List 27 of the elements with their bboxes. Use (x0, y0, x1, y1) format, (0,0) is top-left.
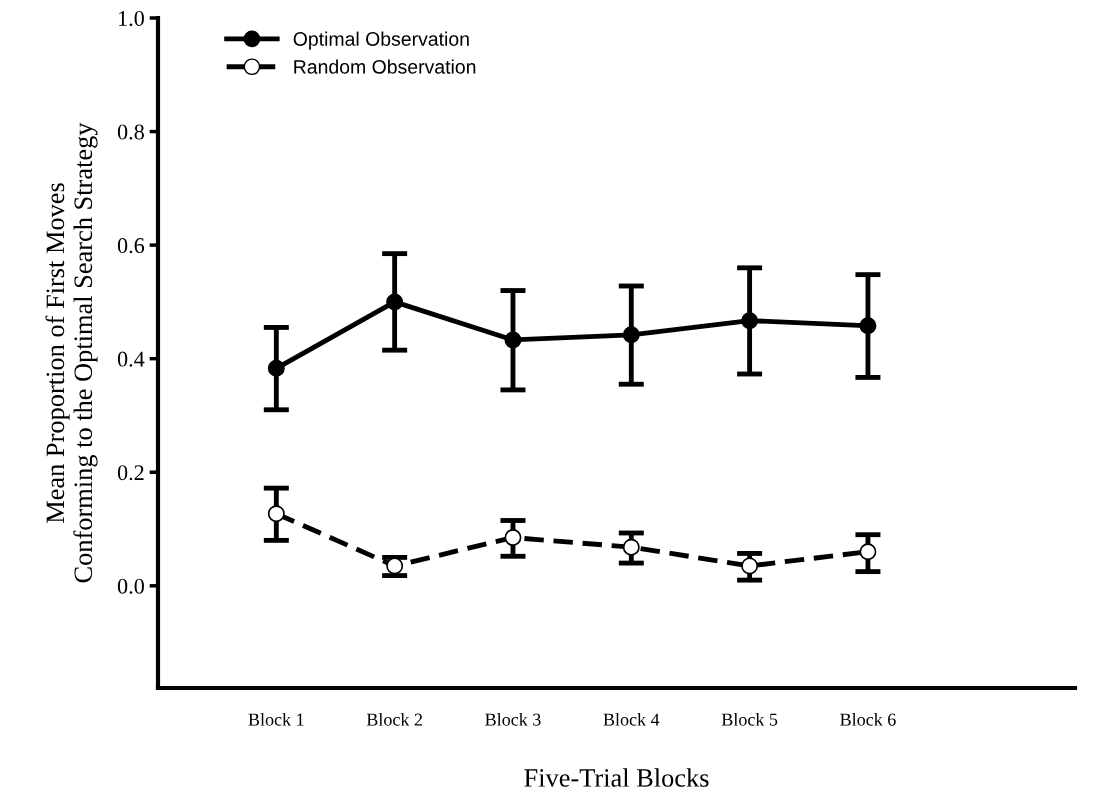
point (741, 557, 759, 575)
point (859, 543, 877, 561)
point (267, 505, 285, 523)
point (741, 312, 759, 330)
y-tick-label: 1.0 (118, 10, 144, 27)
x-tick-label: Block 5 (721, 713, 778, 726)
x-tick-label: Block 1 (248, 713, 304, 726)
legend-label: Optimal Observation (293, 31, 469, 50)
point (622, 326, 640, 344)
x-tick-label: Block 6 (840, 713, 896, 726)
y-axis-title: Mean Proportion of First Moves Conforming to the Optimal Search Strategy (45, 122, 98, 583)
x-axis-title: Five-Trial Blocks (524, 768, 709, 787)
y-tick-label: 0.8 (117, 124, 144, 140)
y-tick-label: 0.0 (117, 578, 144, 594)
x-tick-label: Block 2 (366, 713, 422, 726)
point (504, 331, 522, 349)
x-tick-label: Block 3 (485, 713, 541, 726)
point (267, 359, 285, 377)
y-tick-label: 0.4 (117, 351, 145, 367)
legend-label: Random Observation (294, 59, 476, 74)
point (859, 317, 877, 335)
y-tick-label: 0.2 (117, 465, 144, 481)
point (504, 529, 522, 547)
y-tick-label: 0.6 (117, 238, 145, 254)
point (622, 538, 640, 556)
x-tick-label: Block 4 (603, 713, 660, 726)
point (386, 293, 404, 311)
